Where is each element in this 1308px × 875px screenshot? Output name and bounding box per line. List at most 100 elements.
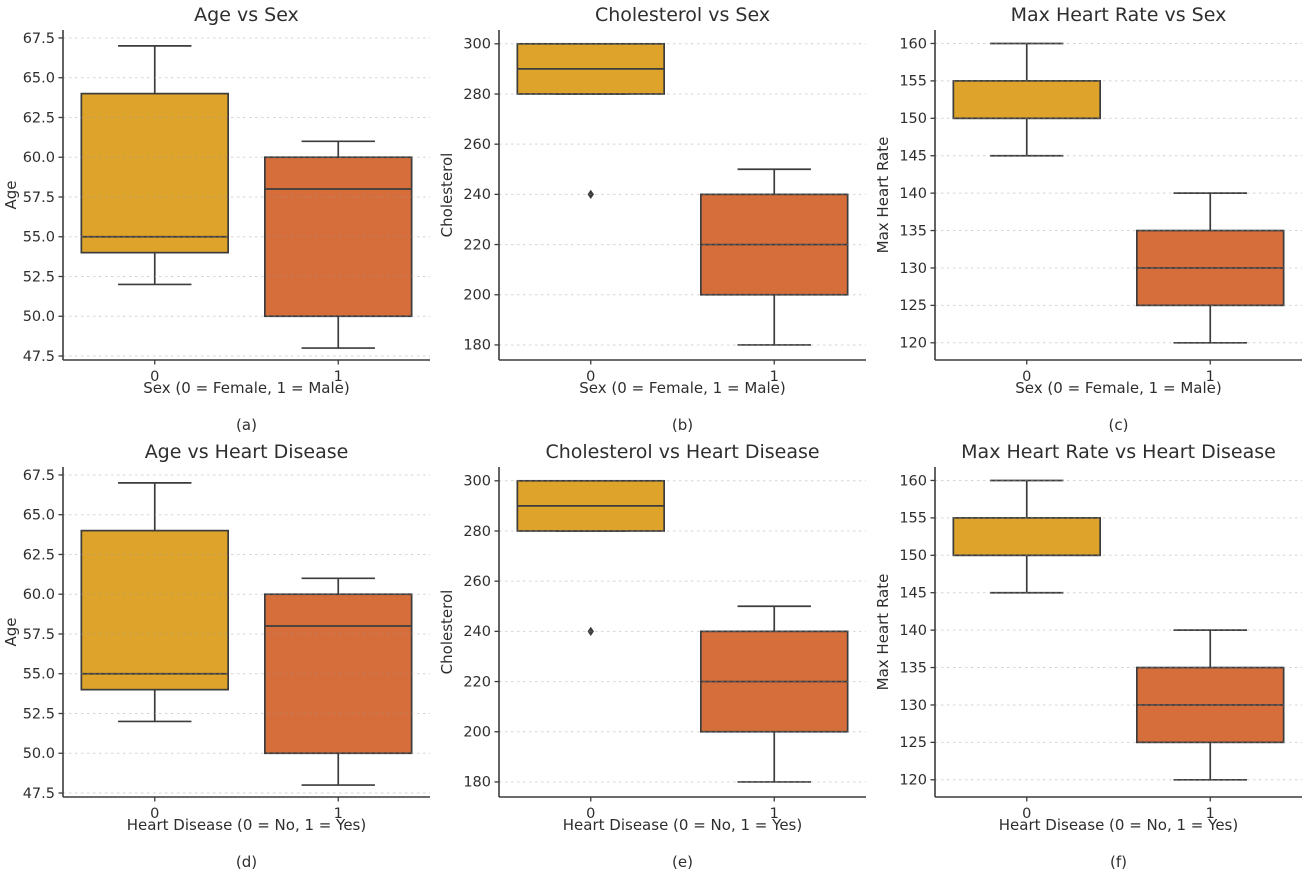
y-tick-label: 220 [463,674,491,690]
panel-age-vs-heart-disease: 47.5 50.0 52.5 55.0 57.5 60.0 62.5 65.0 67.5 0 1 Ag… [0,437,436,875]
y-tick-label: 130 [899,261,927,277]
box-group-0 [952,42,1102,157]
y-axis-label: Max Heart Rate [874,574,892,691]
y-tick-label: 62.5 [23,547,55,563]
boxplot-age-vs-sex: 47.5 50.0 52.5 55.0 57.5 60.0 62.5 65.0 67.5 0 1 Ag… [2,4,430,434]
y-tick-label: 145 [899,586,927,602]
iqr-box [80,529,230,691]
y-tick-label: 47.5 [23,349,55,365]
box-group-0 [952,479,1102,594]
x-tick-label: 1 [1206,369,1215,385]
y-tick-label: 52.5 [23,706,55,722]
y-tick-label: 220 [463,237,491,253]
chart-title: Max Heart Rate vs Sex [1011,4,1227,26]
y-tick-label: 125 [899,735,927,751]
chart-title: Max Heart Rate vs Heart Disease [961,441,1276,463]
boxplot-cholesterol-vs-heart-disease: 180 200 220 240 260 280 300 0 1 Cholesterol vs He… [438,441,866,871]
y-tick-label: 240 [463,624,491,640]
iqr-box [952,517,1102,557]
box-group-1 [700,168,849,346]
y-tick-label: 50.0 [23,309,55,325]
y-tick-label: 140 [899,186,927,202]
x-tick-label: 1 [770,806,779,822]
subplot-caption: (c) [1109,416,1129,434]
y-axis-label: Cholesterol [438,590,456,675]
chart-title: Age vs Sex [194,4,299,26]
y-tick-label: 300 [463,37,491,53]
y-tick-label: 57.5 [23,627,55,643]
y-tick-label: 180 [463,338,491,354]
y-tick-label: 130 [899,698,927,714]
y-tick-label: 180 [463,775,491,791]
boxplot-max-heart-rate-vs-heart-disease: 120 125 130 135 140 145 150 155 160 0 1 Max Heart R… [874,441,1302,871]
panel-max-heart-rate-vs-heart-disease: 120 125 130 135 140 145 150 155 160 0 1 Max Heart R… [872,437,1308,875]
x-axis-label: Heart Disease (0 = No, 1 = Yes) [563,816,802,834]
iqr-box [80,92,230,254]
iqr-box [264,156,413,318]
y-tick-label: 60.0 [23,587,55,603]
chart-title: Cholesterol vs Heart Disease [545,441,819,463]
y-tick-label: 260 [463,574,491,590]
y-tick-label: 55.0 [23,667,55,683]
y-tick-label: 280 [463,524,491,540]
y-tick-label: 67.5 [23,468,55,484]
y-tick-label: 155 [899,74,927,90]
iqr-box [952,80,1102,120]
panel-max-heart-rate-vs-sex: 120 125 130 135 140 145 150 155 160 0 1 Max Heart R… [872,0,1308,437]
y-tick-label: 150 [899,548,927,564]
subplot-caption: (a) [236,416,257,434]
x-tick-label: 0 [1022,369,1031,385]
x-tick-label: 1 [334,369,343,385]
y-tick-label: 135 [899,223,927,239]
x-tick-label: 1 [770,369,779,385]
y-tick-label: 125 [899,298,927,314]
box-group-0 [80,482,230,723]
y-tick-label: 47.5 [23,786,55,802]
panel-age-vs-sex: 47.5 50.0 52.5 55.0 57.5 60.0 62.5 65.0 67.5 0 1 Ag… [0,0,436,437]
box-group-1 [1136,192,1285,344]
x-axis-label: Heart Disease (0 = No, 1 = Yes) [127,816,366,834]
box-group-0 [80,45,230,286]
box-group-0 [516,479,666,636]
y-tick-label: 62.5 [23,110,55,126]
boxplot-cholesterol-vs-sex: 180 200 220 240 260 280 300 0 1 Cholesterol vs Se… [438,4,866,434]
subplot-caption: (d) [236,853,257,871]
x-axis-label: Heart Disease (0 = No, 1 = Yes) [999,816,1238,834]
x-tick-label: 0 [586,806,595,822]
y-tick-label: 280 [463,87,491,103]
y-tick-label: 150 [899,111,927,127]
y-tick-label: 160 [899,36,927,52]
x-tick-label: 0 [586,369,595,385]
y-tick-label: 60.0 [23,150,55,166]
y-tick-label: 120 [899,773,927,789]
y-tick-label: 240 [463,187,491,203]
x-axis-label: Sex (0 = Female, 1 = Male) [579,379,785,397]
y-tick-label: 135 [899,660,927,676]
x-axis-label: Sex (0 = Female, 1 = Male) [143,379,349,397]
subplot-caption: (e) [672,853,693,871]
y-tick-label: 160 [899,473,927,489]
y-axis-label: Age [2,180,20,209]
x-tick-label: 0 [1022,806,1031,822]
box-group-1 [1136,629,1285,781]
outlier-diamond [587,189,594,199]
x-tick-label: 1 [1206,806,1215,822]
y-tick-label: 200 [463,725,491,741]
y-tick-label: 120 [899,336,927,352]
y-tick-label: 65.0 [23,71,55,87]
y-tick-label: 55.0 [23,230,55,246]
chart-title: Age vs Heart Disease [145,441,349,463]
y-tick-label: 300 [463,474,491,490]
boxplot-max-heart-rate-vs-sex: 120 125 130 135 140 145 150 155 160 0 1 Max Heart R… [874,4,1302,434]
subplot-caption: (f) [1110,853,1127,871]
panel-cholesterol-vs-heart-disease: 180 200 220 240 260 280 300 0 1 Cholesterol vs He… [436,437,872,875]
y-tick-label: 52.5 [23,269,55,285]
y-tick-label: 50.0 [23,746,55,762]
y-axis-label: Max Heart Rate [874,137,892,254]
y-tick-label: 140 [899,623,927,639]
subplot-caption: (b) [672,416,693,434]
y-tick-label: 260 [463,137,491,153]
box-group-1 [264,577,413,786]
panel-cholesterol-vs-sex: 180 200 220 240 260 280 300 0 1 Cholesterol vs Se… [436,0,872,437]
